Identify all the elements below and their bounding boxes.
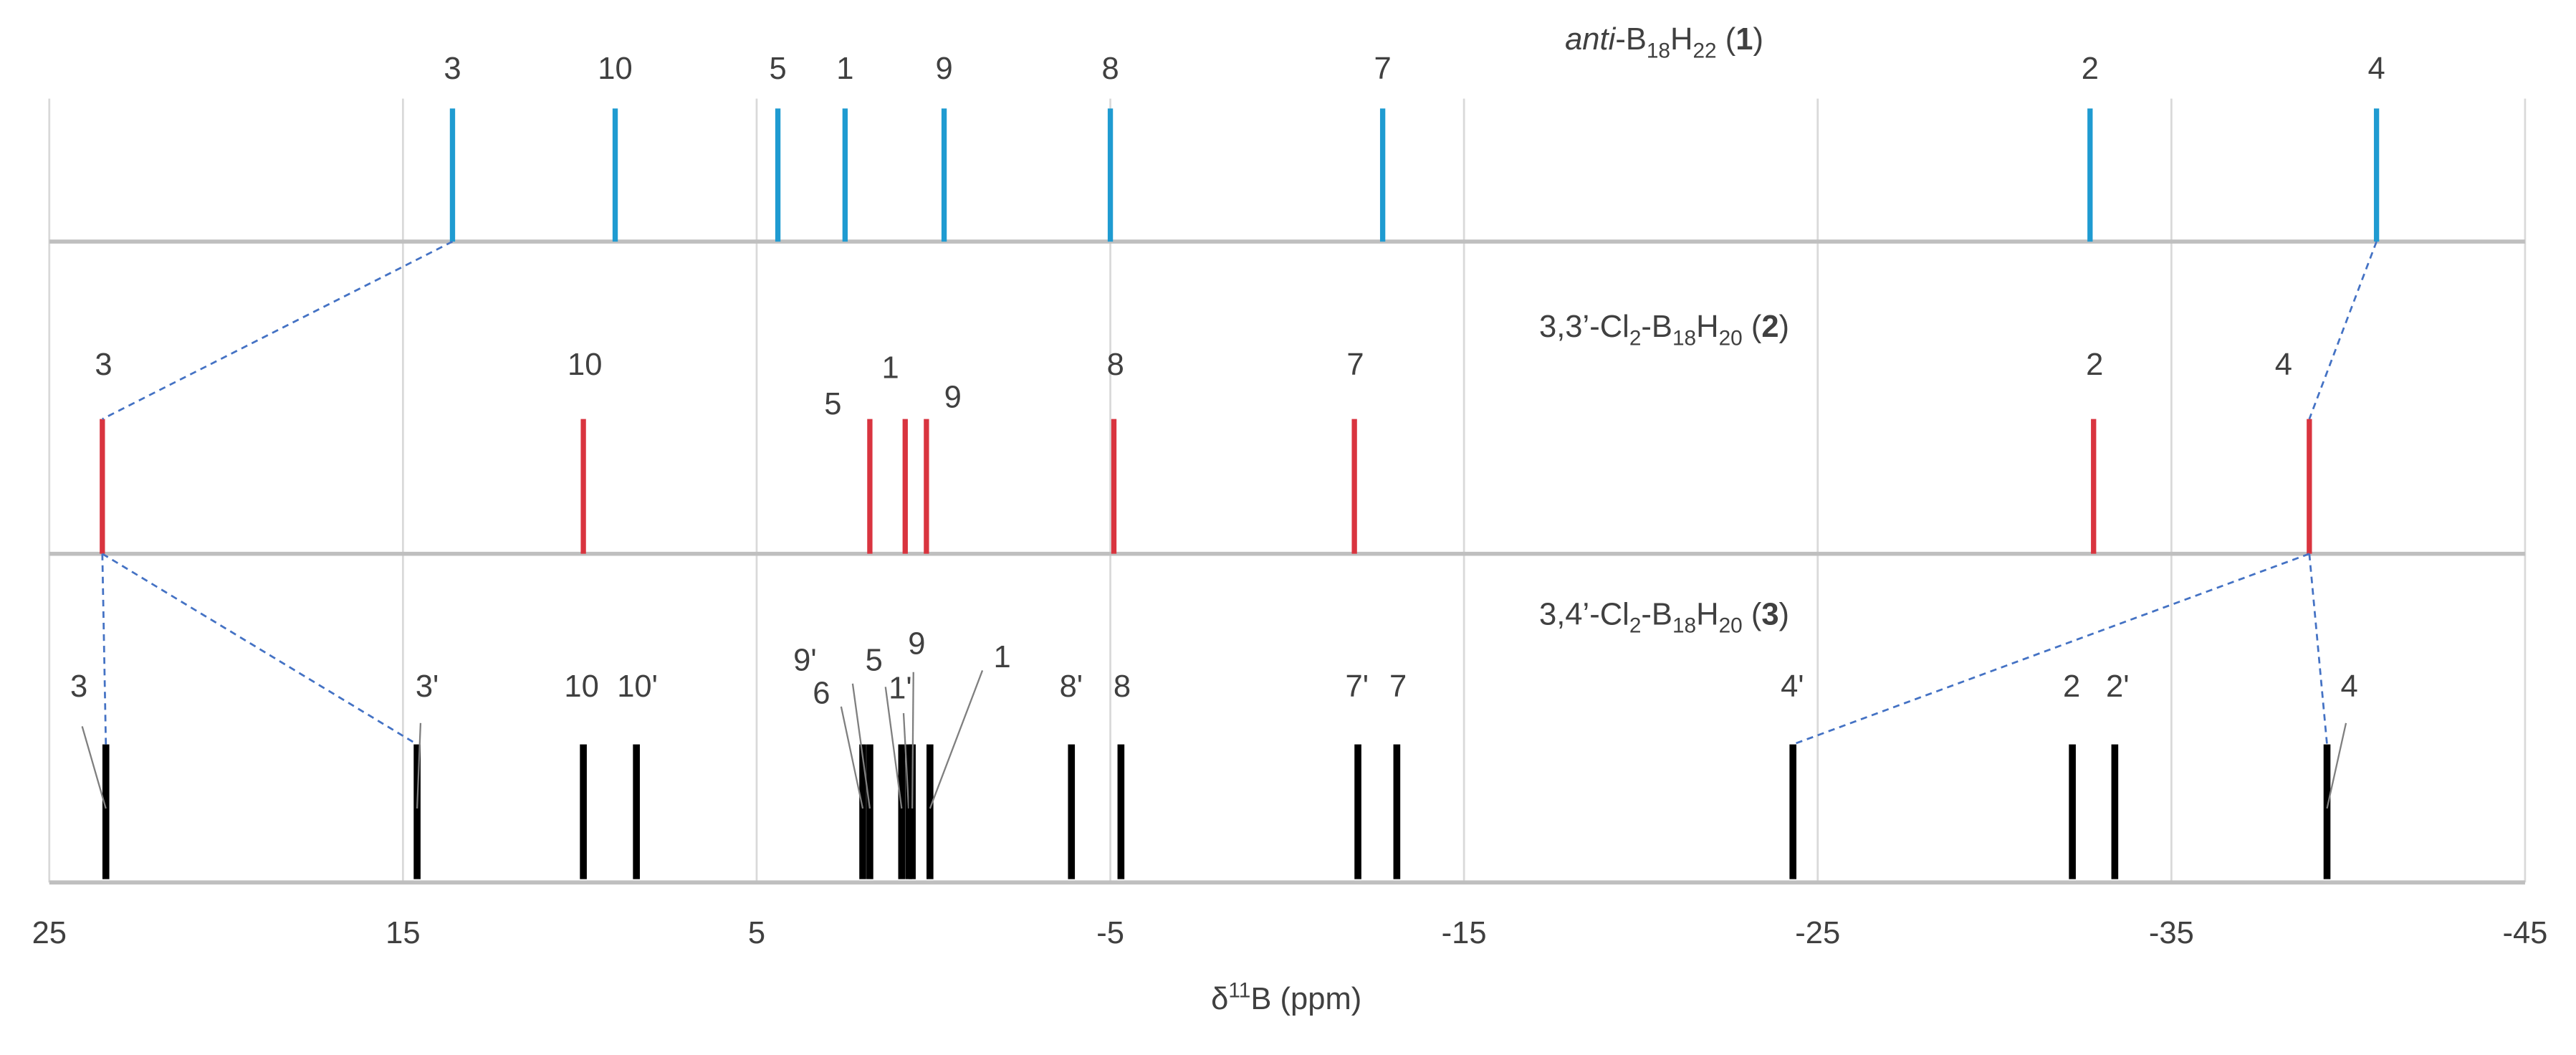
peak-label: 2: [2063, 669, 2080, 704]
text-part: H: [1696, 597, 1718, 631]
x-tick-label: -25: [1795, 916, 1840, 950]
correlation-line: [2308, 241, 2378, 420]
x-tick-label: -45: [2502, 916, 2547, 950]
x-tick-label: 25: [32, 916, 67, 950]
leader-line: [902, 713, 910, 809]
text-part: 3: [1761, 597, 1778, 631]
peak-label: 7': [1346, 669, 1369, 704]
text-part: -B: [1641, 597, 1672, 631]
peak-label: 10: [598, 52, 632, 86]
peak-label: 9': [793, 643, 817, 677]
peak-label: 1: [836, 52, 853, 86]
correlation-line: [2308, 553, 2328, 745]
text-part: ): [1753, 22, 1763, 57]
text-part: 2: [1629, 614, 1642, 638]
text-part: 22: [1692, 39, 1716, 62]
peak-label: 2': [2106, 669, 2130, 704]
text-part: 11: [1228, 979, 1250, 1003]
leader-line: [884, 687, 903, 809]
leader-line: [81, 726, 107, 809]
text-part: (: [1743, 310, 1762, 344]
text-part: (: [1743, 597, 1762, 631]
correlation-line: [101, 553, 107, 745]
peak-label: 7: [1389, 669, 1407, 704]
text-part: 3,3’-Cl: [1539, 310, 1629, 344]
peak-label: 4': [1781, 669, 1804, 704]
text-part: 2: [1761, 310, 1778, 344]
peak-label: 8: [1107, 348, 1124, 382]
panel-title: 3,4’-Cl2-B18H20 (3): [1539, 597, 1789, 637]
peak-label: 8: [1114, 669, 1131, 704]
panel-title: anti-B18H22 (1): [1565, 22, 1763, 62]
leader-line: [416, 722, 422, 809]
text-part: (: [1717, 22, 1736, 57]
text-part: 18: [1672, 327, 1696, 350]
peak-label: 3: [444, 52, 461, 86]
peak-label: 4: [2368, 52, 2385, 86]
peak-label: 6: [813, 676, 830, 710]
x-tick-label: -15: [1442, 916, 1487, 950]
text-part: ): [1779, 597, 1790, 631]
peak-label: 1: [882, 350, 899, 385]
peak-label: 4: [2275, 348, 2292, 382]
leader-line: [2326, 722, 2347, 809]
text-part: 18: [1647, 39, 1670, 62]
text-part: 1: [1735, 22, 1753, 57]
leader-line: [929, 670, 984, 809]
peak-label: 9: [944, 381, 962, 415]
peak-label: 5: [866, 643, 883, 677]
peak-label: 1': [889, 671, 912, 705]
peak-label: 2: [2086, 348, 2103, 382]
peak-label: 4: [2340, 669, 2357, 704]
text-part: H: [1696, 310, 1718, 344]
peak-label: 9: [935, 52, 952, 86]
peak-label: 3: [95, 348, 112, 382]
peak-label: 8': [1060, 669, 1083, 704]
leader-line: [911, 672, 914, 809]
panel-title: 3,3’-Cl2-B18H20 (2): [1539, 310, 1789, 350]
text-part: 20: [1719, 327, 1743, 350]
x-tick-label: -35: [2149, 916, 2194, 950]
text-part: 18: [1672, 614, 1696, 638]
correlation-line: [102, 240, 454, 420]
x-tick-label: -5: [1096, 916, 1124, 950]
leader-line: [840, 706, 864, 809]
text-part: 20: [1719, 614, 1743, 638]
peak-label: 5: [769, 52, 786, 86]
text-part: B (ppm): [1250, 982, 1361, 1016]
peak-label: 7: [1346, 348, 1364, 382]
peak-label: 10: [568, 348, 602, 382]
text-part: anti: [1565, 22, 1617, 57]
text-part: -B: [1641, 310, 1672, 344]
text-part: -B: [1615, 22, 1647, 57]
text-part: 2: [1629, 327, 1642, 350]
text-part: H: [1670, 22, 1692, 57]
peak-label: 8: [1101, 52, 1119, 86]
text-part: 3,4’-Cl: [1539, 597, 1629, 631]
correlation-line: [102, 553, 418, 745]
text-part: δ: [1211, 982, 1228, 1016]
peak-label: 5: [824, 387, 841, 421]
peak-label: 3: [70, 669, 87, 704]
x-axis-title: δ11B (ppm): [1211, 979, 1361, 1016]
peak-label: 2: [2082, 52, 2099, 86]
peak-label: 1: [993, 640, 1010, 674]
text-part: ): [1779, 310, 1790, 344]
peak-label: 9: [908, 627, 925, 662]
peak-label: 10: [564, 669, 598, 704]
x-tick-label: 5: [748, 916, 765, 950]
x-tick-label: 15: [386, 916, 420, 950]
peak-label: 7: [1374, 52, 1392, 86]
correlation-line: [1792, 553, 2310, 745]
peak-label: 10': [617, 669, 658, 704]
leader-line: [851, 683, 871, 809]
peak-label: 3': [416, 669, 439, 704]
